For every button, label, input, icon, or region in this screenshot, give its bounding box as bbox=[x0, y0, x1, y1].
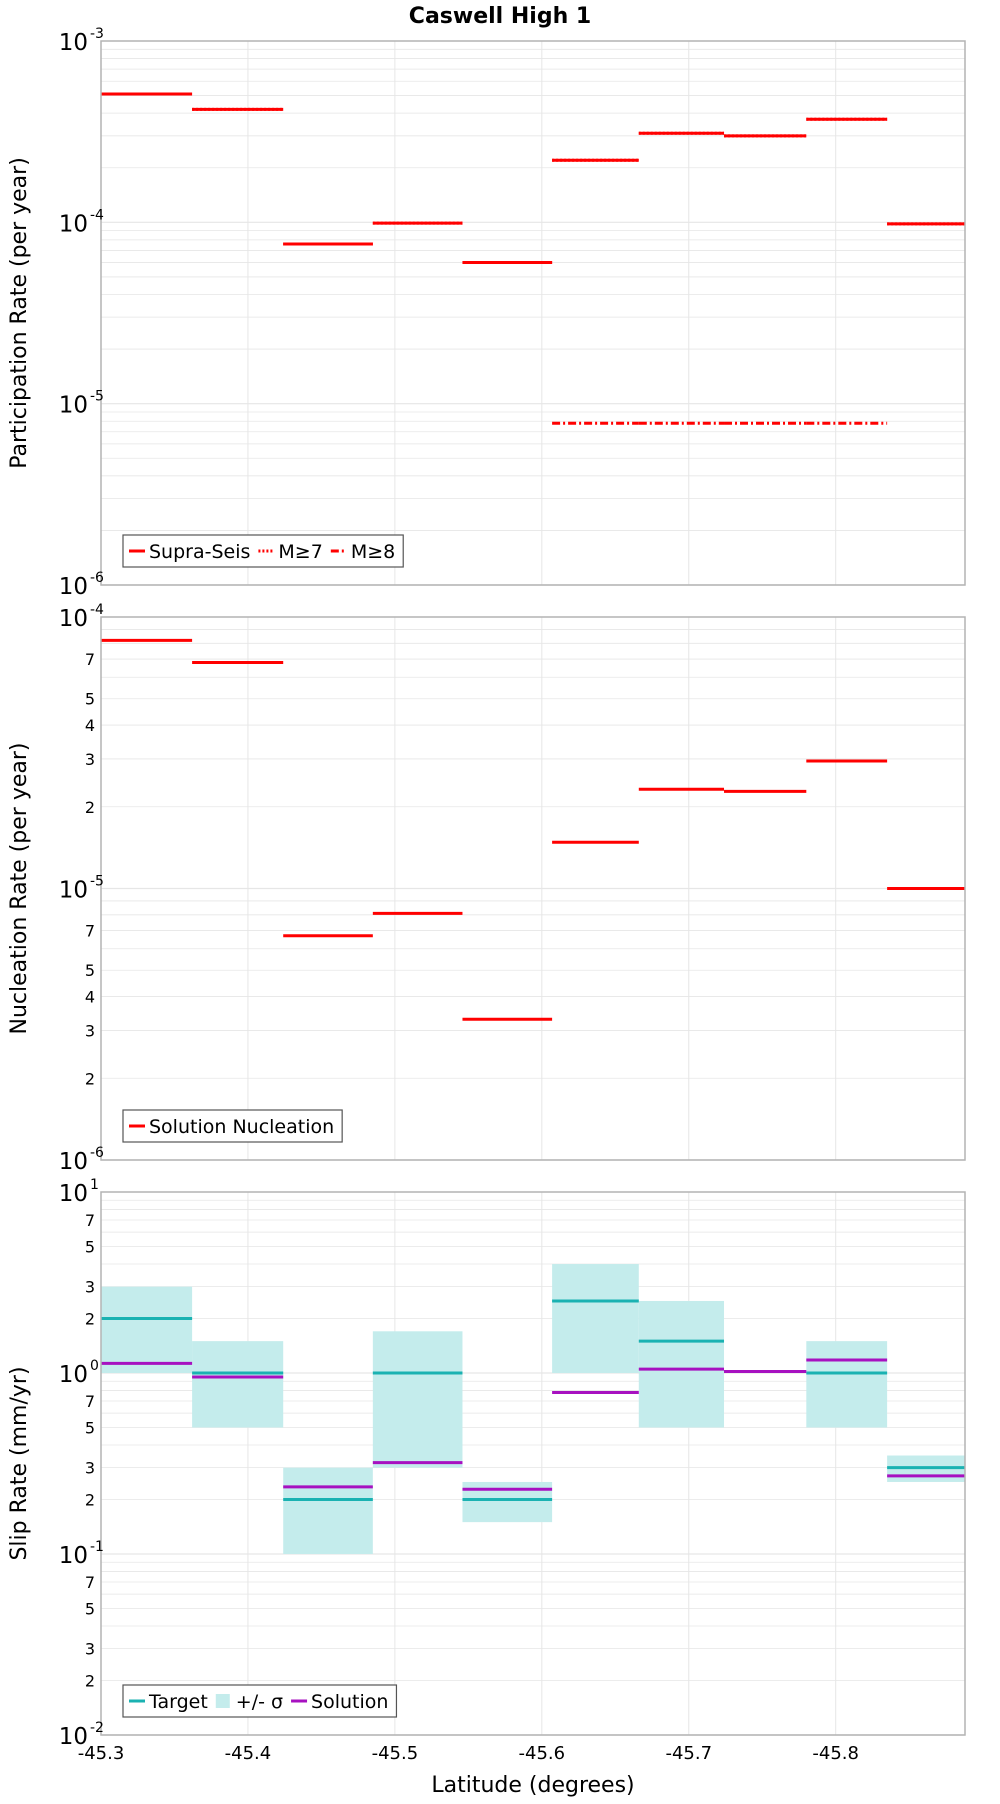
y-tick-label: 10 bbox=[59, 606, 88, 632]
plot-frame bbox=[100, 40, 966, 586]
sigma-band bbox=[806, 1341, 888, 1428]
y-tick-base: 10 bbox=[59, 1362, 88, 1388]
y-tick-label: 10 bbox=[59, 878, 88, 904]
plot-frame bbox=[100, 1191, 966, 1736]
y-tick-label: 4 bbox=[85, 988, 95, 1007]
y-tick-label: 10 bbox=[59, 30, 88, 56]
y-tick-label: 3 bbox=[85, 750, 95, 769]
y-tick-label: 2 bbox=[85, 1672, 95, 1691]
y-tick-label: 10 bbox=[59, 1181, 88, 1207]
y-tick-label: 10 bbox=[59, 393, 88, 419]
sigma-band bbox=[192, 1341, 284, 1428]
y-tick-exponent: 1 bbox=[90, 1177, 99, 1193]
legend-entry: Solution bbox=[311, 1691, 388, 1713]
y-tick-label: 7 bbox=[85, 1211, 95, 1230]
legend: Target +/- σ Solution bbox=[122, 1684, 398, 1718]
chart-title: Caswell High 1 bbox=[409, 4, 591, 29]
x-tick-label: -45.4 bbox=[225, 1743, 272, 1764]
sigma-band bbox=[283, 1467, 373, 1554]
y-tick-label: 3 bbox=[85, 1021, 95, 1040]
y-tick-label: 5 bbox=[85, 961, 95, 980]
y-tick-label: 7 bbox=[85, 922, 95, 941]
y-tick-label: 10 bbox=[59, 1543, 88, 1569]
y-tick-base: 10 bbox=[59, 1181, 88, 1207]
y-axis-label: Participation Rate (per year) bbox=[7, 157, 32, 469]
sigma-band bbox=[372, 1331, 463, 1468]
y-tick-exponent: -6 bbox=[90, 1145, 104, 1161]
y-tick-label: 3 bbox=[85, 1278, 95, 1297]
y-tick-base: 10 bbox=[59, 1149, 88, 1175]
legend-entry: Supra-Seis bbox=[149, 541, 250, 563]
legend-box bbox=[122, 1109, 343, 1143]
y-tick-label: 10 bbox=[59, 1362, 88, 1388]
y-tick-base: 10 bbox=[59, 1724, 88, 1750]
x-axis-label: Latitude (degrees) bbox=[431, 1773, 634, 1798]
legend: Solution Nucleation bbox=[122, 1109, 343, 1143]
y-tick-label: 5 bbox=[85, 1237, 95, 1256]
y-tick-exponent: -6 bbox=[90, 570, 104, 586]
legend-entry: +/- σ bbox=[236, 1691, 283, 1713]
y-tick-label: 7 bbox=[85, 1392, 95, 1411]
x-tick-label: -45.5 bbox=[372, 1743, 419, 1764]
y-tick-exponent: -4 bbox=[90, 207, 104, 223]
legend-entry: M≥7 bbox=[278, 541, 322, 563]
y-tick-label: 10 bbox=[59, 574, 88, 600]
legend: Supra-Seis M≥7 M≥8 bbox=[122, 534, 404, 568]
y-tick-label: 5 bbox=[85, 690, 95, 709]
legend-entry: M≥8 bbox=[351, 541, 395, 563]
y-tick-exponent: -1 bbox=[90, 1539, 104, 1555]
y-axis-label: Slip Rate (mm/yr) bbox=[7, 1366, 32, 1560]
y-tick-base: 10 bbox=[59, 393, 88, 419]
y-tick-base: 10 bbox=[59, 30, 88, 56]
legend-entry: Target bbox=[148, 1691, 208, 1713]
y-tick-label: 2 bbox=[85, 1069, 95, 1088]
legend-box bbox=[122, 1684, 398, 1718]
x-tick-label: -45.6 bbox=[519, 1743, 566, 1764]
sigma-band bbox=[101, 1286, 193, 1373]
x-tick-label: -45.7 bbox=[665, 1743, 712, 1764]
y-tick-exponent: -4 bbox=[90, 602, 104, 618]
y-tick-label: 3 bbox=[85, 1640, 95, 1659]
y-tick-base: 10 bbox=[59, 878, 88, 904]
y-tick-label: 3 bbox=[85, 1459, 95, 1478]
y-tick-exponent: -3 bbox=[90, 26, 104, 42]
y-tick-label: 2 bbox=[85, 1491, 95, 1510]
y-tick-base: 10 bbox=[59, 1543, 88, 1569]
y-tick-label: 2 bbox=[85, 1310, 95, 1329]
y-tick-label: 10 bbox=[59, 1149, 88, 1175]
y-tick-exponent: -5 bbox=[90, 874, 104, 890]
y-tick-exponent: -2 bbox=[90, 1720, 104, 1736]
y-tick-label: 7 bbox=[85, 1573, 95, 1592]
y-tick-label: 2 bbox=[85, 798, 95, 817]
y-tick-label: 5 bbox=[85, 1418, 95, 1437]
y-tick-label: 10 bbox=[59, 1724, 88, 1750]
y-tick-base: 10 bbox=[59, 211, 88, 237]
x-tick-label: -45.3 bbox=[78, 1743, 125, 1764]
y-tick-base: 10 bbox=[59, 574, 88, 600]
y-tick-exponent: 0 bbox=[90, 1358, 99, 1374]
y-axis-label: Nucleation Rate (per year) bbox=[7, 743, 32, 1035]
y-tick-label: 5 bbox=[85, 1599, 95, 1618]
legend-swatch bbox=[215, 1694, 230, 1708]
x-tick-label: -45.8 bbox=[812, 1743, 859, 1764]
y-tick-label: 7 bbox=[85, 650, 95, 669]
y-tick-label: 4 bbox=[85, 716, 95, 735]
y-tick-exponent: -5 bbox=[90, 389, 104, 405]
sigma-band bbox=[638, 1300, 725, 1428]
y-tick-label: 10 bbox=[59, 211, 88, 237]
plot-frame bbox=[100, 616, 966, 1161]
sigma-band bbox=[552, 1264, 639, 1373]
legend-entry: Solution Nucleation bbox=[149, 1116, 334, 1138]
y-tick-base: 10 bbox=[59, 606, 88, 632]
